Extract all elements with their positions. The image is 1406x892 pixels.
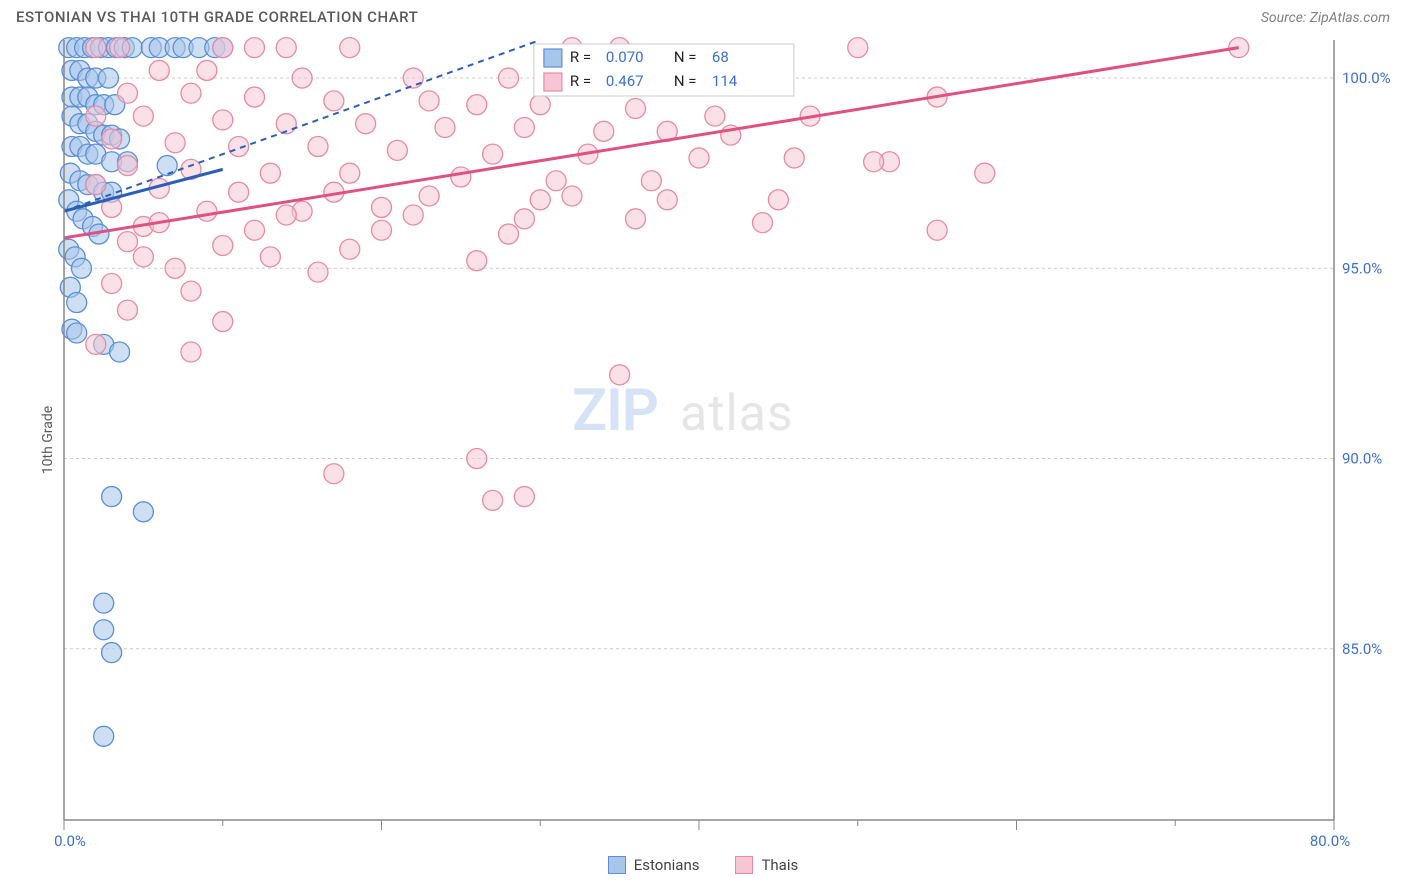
legend-item-estonians: Estonians <box>608 856 700 874</box>
svg-text:N =: N = <box>674 72 697 90</box>
svg-text:R =: R = <box>570 48 591 66</box>
svg-text:95.0%: 95.0% <box>1342 259 1382 277</box>
svg-text:80.0%: 80.0% <box>1310 832 1350 850</box>
svg-text:68: 68 <box>712 48 729 66</box>
svg-text:100.0%: 100.0% <box>1342 69 1390 87</box>
bottom-legend: Estonians Thais <box>0 850 1406 874</box>
svg-text:R =: R = <box>570 72 591 90</box>
legend-swatch-estonians <box>608 856 626 874</box>
chart-source: Source: ZipAtlas.com <box>1261 10 1390 26</box>
svg-text:90.0%: 90.0% <box>1342 450 1382 468</box>
chart-title: ESTONIAN VS THAI 10TH GRADE CORRELATION … <box>16 8 418 26</box>
legend-item-thais: Thais <box>735 856 798 874</box>
svg-text:N =: N = <box>674 48 697 66</box>
svg-text:0.467: 0.467 <box>606 72 644 90</box>
svg-text:0.0%: 0.0% <box>54 832 86 850</box>
chart-header: ESTONIAN VS THAI 10TH GRADE CORRELATION … <box>0 0 1406 30</box>
y-axis-label: 10th Grade <box>40 406 56 474</box>
svg-text:114: 114 <box>712 72 738 90</box>
svg-text:85.0%: 85.0% <box>1342 640 1382 658</box>
svg-text:atlas: atlas <box>680 385 794 443</box>
svg-text:0.070: 0.070 <box>606 48 644 66</box>
legend-swatch-thais <box>735 856 753 874</box>
legend-label-estonians: Estonians <box>634 856 700 874</box>
legend-label-thais: Thais <box>761 856 798 874</box>
chart-area: 10th Grade 100.0% 95.0% 90.0% 85.0% ZIP atlas… <box>16 30 1390 850</box>
svg-text:ZIP: ZIP <box>572 377 658 445</box>
scatter-plot: 100.0% 95.0% 90.0% 85.0% ZIP atlas 0.0% 80.0% R … <box>16 30 1390 850</box>
